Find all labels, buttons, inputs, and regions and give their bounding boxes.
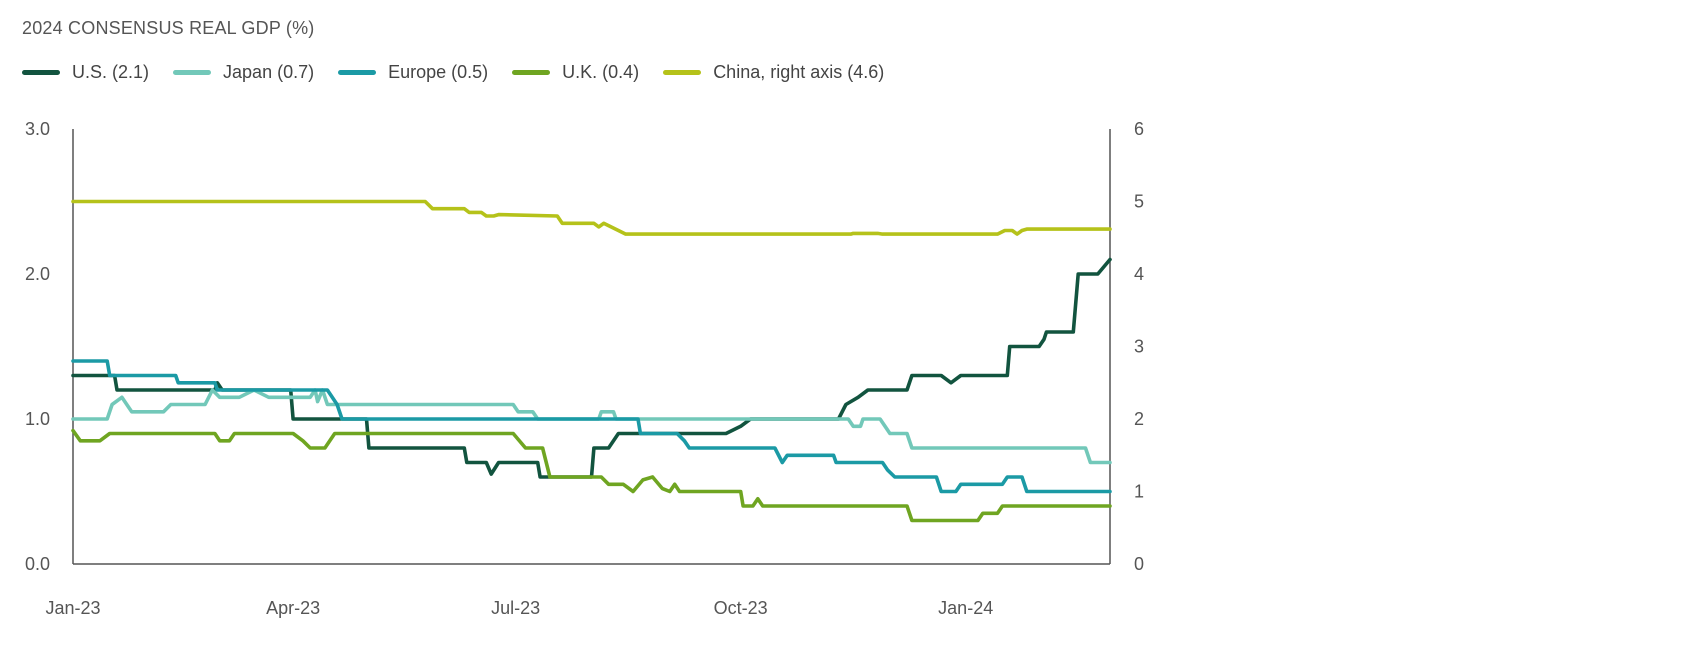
right-axis-tick-label: 4 [1134,264,1144,284]
right-axis-tick-label: 1 [1134,482,1144,502]
right-axis-tick-label: 2 [1134,409,1144,429]
series-line-4 [71,199,1112,236]
legend-item: Europe (0.5) [338,62,488,83]
chart-title: 2024 CONSENSUS REAL GDP (%) [22,18,315,38]
legend-swatch [663,70,702,75]
series-line-1 [71,388,1112,465]
right-axis-tick-label: 5 [1134,192,1144,212]
left-axis-tick-label: 2.0 [25,264,50,284]
x-axis-tick-label: Jan-24 [938,598,993,618]
x-axis-tick-label: Apr-23 [266,598,320,618]
left-axis-tick-label: 1.0 [25,409,50,429]
legend-item: U.K. (0.4) [512,62,639,83]
legend-swatch [22,70,60,75]
legend-item: Japan (0.7) [173,62,314,83]
right-axis-tick-label: 3 [1134,337,1144,357]
left-axis-tick-label: 0.0 [25,554,50,574]
legend-label: U.S. (2.1) [72,62,150,82]
chart-legend: U.S. (2.1) Japan (0.7) Europe (0.5) U.K. (0… [22,62,908,83]
series-line-0 [71,257,1112,479]
x-axis-tick-label: Jan-23 [45,598,100,618]
legend-item: U.S. (2.1) [22,62,149,83]
legend-swatch [338,70,377,75]
legend-swatch [173,70,212,75]
series-line-2 [71,359,1112,494]
left-axis-tick-label: 3.0 [25,119,50,139]
right-axis-tick-label: 0 [1134,554,1144,574]
x-axis-tick-label: Oct-23 [714,598,768,618]
x-axis-tick-label: Jul-23 [491,598,540,618]
series-line-3 [71,428,1112,523]
legend-label: U.K. (0.4) [562,62,640,82]
legend-label: Japan (0.7) [223,62,315,82]
legend-item: China, right axis (4.6) [663,62,884,83]
right-axis-tick-label: 6 [1134,119,1144,139]
legend-label: Europe (0.5) [388,62,489,82]
legend-label: China, right axis (4.6) [713,62,885,82]
legend-swatch [512,70,551,75]
